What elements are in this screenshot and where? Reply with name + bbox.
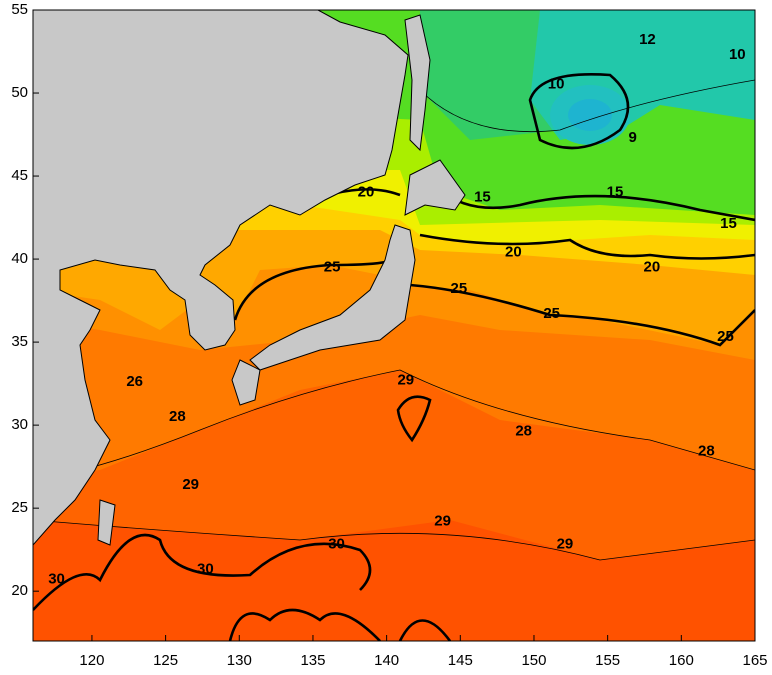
contour-label: 30 xyxy=(48,571,65,588)
contour-label: 25 xyxy=(543,305,560,322)
x-tick-label: 165 xyxy=(742,652,767,669)
contour-label: 28 xyxy=(515,423,532,440)
contour-label: 10 xyxy=(729,46,746,63)
isotherm xyxy=(33,369,755,481)
temperature-field xyxy=(33,10,755,641)
y-tick-label: 30 xyxy=(11,416,28,433)
x-tick-label: 125 xyxy=(153,652,178,669)
contour-label: 20 xyxy=(358,184,375,201)
contour-label: 30 xyxy=(197,561,214,578)
contour-label: 28 xyxy=(698,443,715,460)
contour-label: 15 xyxy=(474,189,491,206)
contour-label: 15 xyxy=(720,215,737,232)
contour-label: 28 xyxy=(169,408,186,425)
contour-label: 25 xyxy=(324,258,341,275)
contour-label: 20 xyxy=(644,258,661,275)
y-tick-label: 20 xyxy=(11,582,28,599)
y-tick-label: 25 xyxy=(11,499,28,516)
y-tick-label: 55 xyxy=(11,1,28,18)
x-tick-label: 145 xyxy=(448,652,473,669)
x-tick-label: 160 xyxy=(669,652,694,669)
isotherm xyxy=(233,260,755,347)
contour-label: 25 xyxy=(717,328,734,345)
x-tick-label: 155 xyxy=(595,652,620,669)
land xyxy=(33,10,466,546)
contour-label: 9 xyxy=(629,129,637,146)
x-tick-label: 150 xyxy=(521,652,546,669)
x-tick-label: 140 xyxy=(374,652,399,669)
map-frame xyxy=(32,9,756,642)
contour-label: 15 xyxy=(607,184,624,201)
isotherm xyxy=(33,519,755,561)
y-tick-label: 45 xyxy=(11,167,28,184)
isotherm xyxy=(33,533,452,641)
y-tick-label: 35 xyxy=(11,333,28,350)
contour-label: 29 xyxy=(434,512,451,529)
isotherm xyxy=(439,189,755,222)
contour-label: 29 xyxy=(182,476,199,493)
y-tick-label: 50 xyxy=(11,84,28,101)
isotherm xyxy=(419,79,755,133)
contour-label: 12 xyxy=(639,31,656,48)
contour-label: 29 xyxy=(397,371,414,388)
y-tick-label: 40 xyxy=(11,250,28,267)
isotherm xyxy=(396,395,432,443)
x-tick-label: 130 xyxy=(227,652,252,669)
contour-label: 20 xyxy=(505,243,522,260)
contour-label: 30 xyxy=(328,536,345,553)
x-tick-label: 120 xyxy=(79,652,104,669)
contour-label: 10 xyxy=(548,76,565,93)
x-tick-label: 135 xyxy=(300,652,325,669)
isotherm xyxy=(528,73,630,150)
contour-label: 26 xyxy=(126,373,143,390)
contour-label: 25 xyxy=(450,280,467,297)
contour-label: 29 xyxy=(557,536,574,553)
